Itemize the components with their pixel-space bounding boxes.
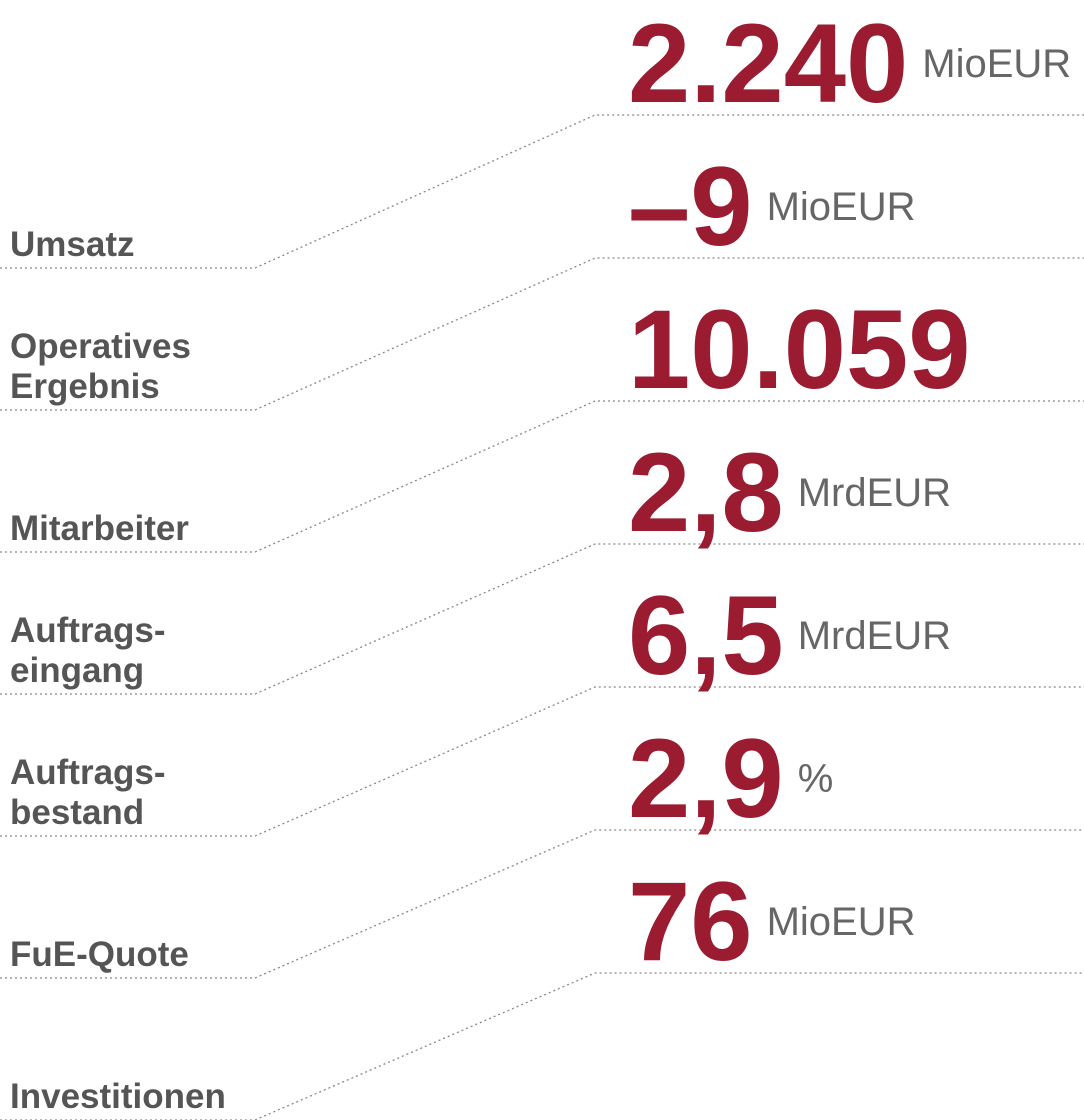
connector-line bbox=[0, 114, 1084, 269]
unit: MioEUR bbox=[767, 185, 916, 229]
value: 2.240 bbox=[628, 1, 908, 126]
value: 2,8 bbox=[628, 430, 784, 555]
unit: MioEUR bbox=[922, 42, 1071, 86]
connector-line bbox=[0, 829, 1084, 979]
label: Mitarbeiter bbox=[10, 509, 189, 548]
unit: MrdEUR bbox=[798, 614, 951, 658]
value: 2,9 bbox=[628, 716, 784, 841]
unit: MrdEUR bbox=[798, 471, 951, 515]
connector-line bbox=[0, 972, 1084, 1120]
value: –9 bbox=[628, 144, 753, 269]
label: Umsatz bbox=[10, 225, 134, 264]
label: FuE-Quote bbox=[10, 935, 189, 974]
unit: MioEUR bbox=[767, 900, 916, 944]
connector-line bbox=[0, 686, 1084, 837]
label: bestand bbox=[10, 793, 144, 832]
connector-line bbox=[0, 400, 1084, 553]
label: Auftrags- bbox=[10, 753, 166, 792]
label: Investitionen bbox=[10, 1077, 226, 1116]
value: 10.059 bbox=[628, 287, 971, 412]
connector-line bbox=[0, 257, 1084, 411]
label: Ergebnis bbox=[10, 367, 160, 406]
unit: % bbox=[798, 757, 834, 801]
connector-line bbox=[0, 543, 1084, 695]
label: Auftrags- bbox=[10, 611, 166, 650]
label: Operatives bbox=[10, 327, 191, 366]
label: eingang bbox=[10, 651, 144, 690]
value: 6,5 bbox=[628, 573, 784, 698]
value: 76 bbox=[628, 859, 753, 984]
